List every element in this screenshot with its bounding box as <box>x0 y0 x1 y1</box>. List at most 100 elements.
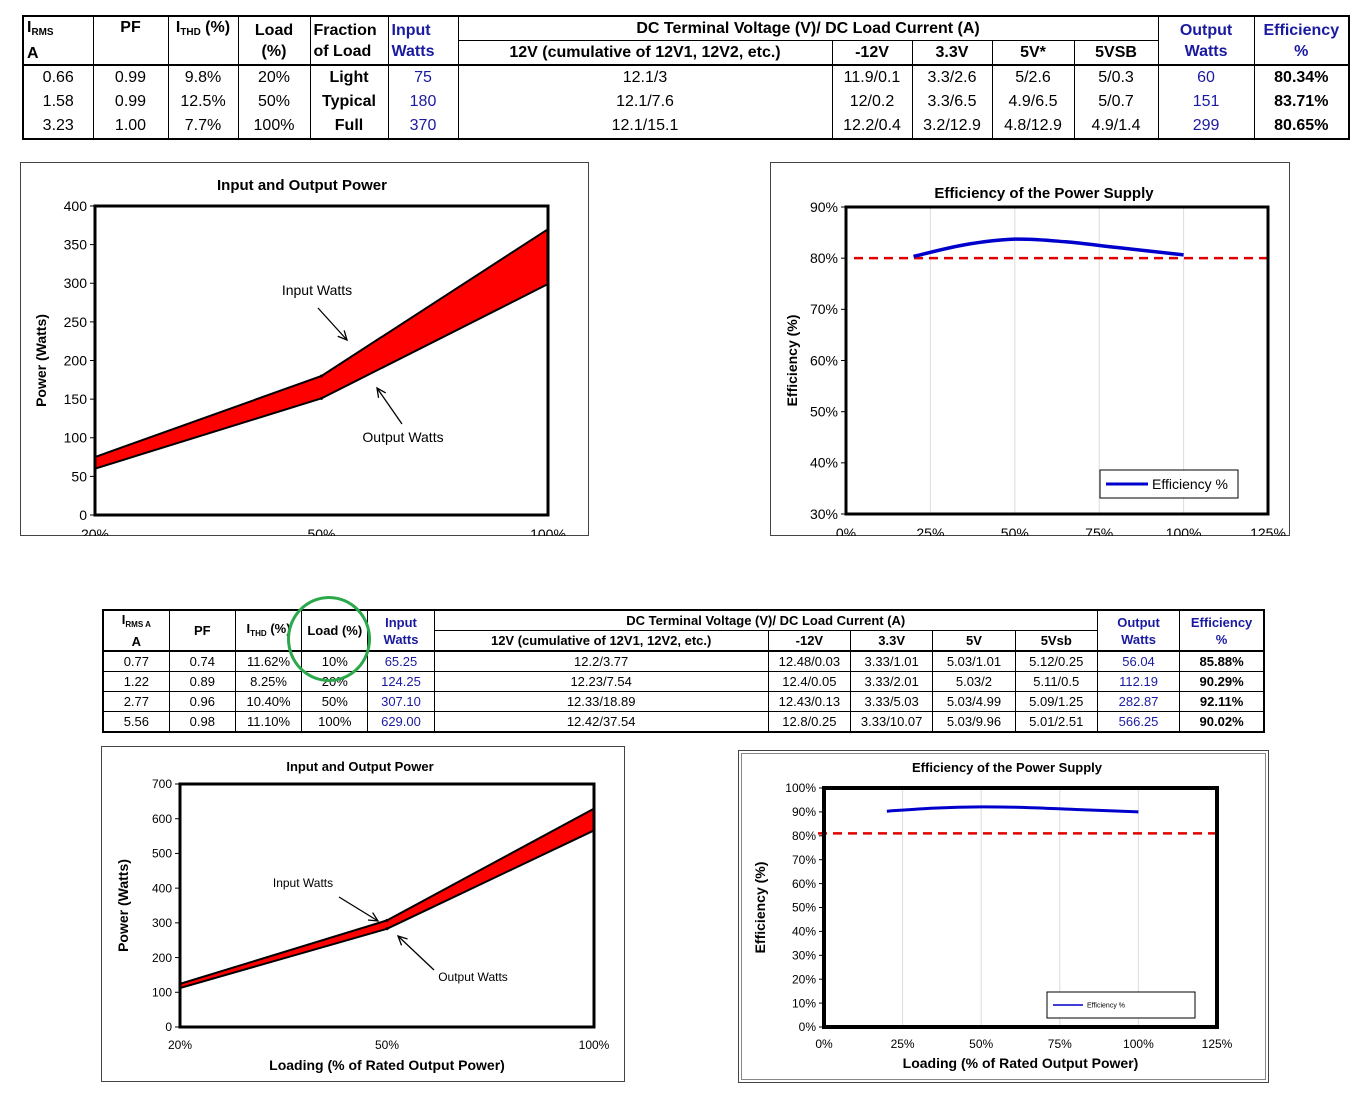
table-row: 0.66 0.99 9.8% 20% Light 75 12.1/3 11.9/… <box>22 64 1350 90</box>
fraction-cell: Typical <box>309 90 389 114</box>
pf-header: PF <box>92 15 169 66</box>
chart-frame <box>738 750 1269 1083</box>
v5-cell: 5.03/2 <box>932 671 1016 692</box>
x-tick-label: 0% <box>815 1037 833 1051</box>
vm12-cell: 12.43/0.13 <box>767 691 852 712</box>
dc-group-header: DC Terminal Voltage (V)/ DC Load Current… <box>433 609 1098 631</box>
v12-header: 12V (cumulative of 12V1, 12V2, etc.) <box>457 40 833 66</box>
vm12-header: -12V <box>831 40 913 66</box>
y-tick-label: 300 <box>152 916 172 930</box>
load-cell: 50% <box>237 90 311 114</box>
x-tick-label: 50% <box>375 1038 399 1052</box>
v5sb-cell: 5.11/0.5 <box>1014 671 1098 692</box>
dc-group-header: DC Terminal Voltage (V)/ DC Load Current… <box>457 15 1159 41</box>
y-tick-label: 700 <box>152 777 172 791</box>
fraction-header: Fraction of Load <box>309 15 389 66</box>
x-tick-label: 100% <box>1166 525 1202 536</box>
output-watts-arrow <box>397 935 435 971</box>
v33-cell: 3.33/2.01 <box>850 671 934 692</box>
x-axis-label: Loading (% of Rated Output Power) <box>903 1055 1139 1071</box>
bottom-efficiency-chart: Efficiency of the Power Supply 0% 25% 50% 75… <box>738 750 1269 1083</box>
efficiency-cell: 90.29% <box>1179 671 1265 692</box>
output-watts-header: Output Watts <box>1157 15 1255 66</box>
output-cell: 56.04 <box>1096 650 1181 672</box>
chart-frame <box>20 162 589 536</box>
efficiency-cell: 85.88% <box>1179 650 1265 672</box>
input-watts-annotation: Input Watts <box>273 876 333 890</box>
v5-cell: 5.03/4.99 <box>932 691 1016 712</box>
v5-cell: 5.03/9.96 <box>932 711 1016 733</box>
ithd-cell: 8.25% <box>234 671 303 692</box>
v5-cell: 4.9/6.5 <box>991 90 1075 114</box>
irms-header: IRMS A <box>22 15 94 66</box>
vm12-header: -12V <box>767 630 852 652</box>
v12-cell: 12.2/3.77 <box>433 650 769 672</box>
output-watts-point <box>385 927 389 931</box>
y-tick-label: 400 <box>152 881 172 895</box>
y-axis-label: Efficiency (%) <box>752 862 768 954</box>
ithd-cell: 12.5% <box>167 90 239 114</box>
chart-title: Efficiency of the Power Supply <box>934 185 1154 202</box>
x-tick-label: 125% <box>1250 525 1286 536</box>
ithd-cell: 9.8% <box>167 64 239 90</box>
power-band-area <box>95 229 548 469</box>
chart-title: Input and Output Power <box>217 177 387 194</box>
vm12-cell: 12.8/0.25 <box>767 711 852 733</box>
y-tick-label: 100% <box>785 781 816 795</box>
input-cell: 370 <box>387 114 459 139</box>
v12-cell: 12.1/3 <box>457 64 833 90</box>
output-cell: 60 <box>1157 64 1255 90</box>
irms-cell: 3.23 <box>22 114 94 139</box>
y-tick-label: 0% <box>799 1020 817 1034</box>
v33-cell: 3.33/10.07 <box>850 711 934 733</box>
y-tick-label: 250 <box>64 314 88 330</box>
y-tick-label: 40% <box>792 925 816 939</box>
v5-header: 5V* <box>991 40 1075 66</box>
bottom-power-chart: Input and Output Power 0 100 200 300 400 500 60… <box>101 746 625 1082</box>
plot-area <box>844 205 1270 516</box>
efficiency-cell: 83.71% <box>1253 90 1350 114</box>
y-tick-label: 80% <box>792 829 816 843</box>
v5sb-cell: 5.12/0.25 <box>1014 650 1098 672</box>
v12-cell: 12.1/7.6 <box>457 90 833 114</box>
y-tick-label: 0 <box>79 507 87 523</box>
input-cell: 307.10 <box>367 691 435 712</box>
y-tick-label: 10% <box>792 996 816 1010</box>
efficiency-cell: 92.11% <box>1179 691 1265 712</box>
irms-cell: 0.77 <box>102 650 170 672</box>
input-watts-arrow <box>317 307 348 341</box>
x-tick-label: 100% <box>530 526 566 536</box>
input-watts-annotation: Input Watts <box>282 282 352 298</box>
efficiency-header: Efficiency% <box>1179 609 1265 652</box>
x-tick-label: 100% <box>1123 1037 1154 1051</box>
y-tick-label: 20% <box>792 972 816 986</box>
efficiency-line <box>886 805 1139 814</box>
x-tick-label: 20% <box>168 1038 192 1052</box>
x-tick-label: 75% <box>1048 1037 1072 1051</box>
legend-label: Efficiency % <box>1152 476 1228 492</box>
y-tick-label: 30% <box>810 506 838 522</box>
x-axis-label: Loading (% of Rated Output Power) <box>269 1057 505 1073</box>
pf-cell: 0.96 <box>168 691 236 712</box>
v12-cell: 12.42/37.54 <box>433 711 769 733</box>
v5sb-cell: 5.01/2.51 <box>1014 711 1098 733</box>
ithd-header: ITHD (%) <box>167 15 239 66</box>
plot-area <box>178 782 596 1029</box>
v12-cell: 12.33/18.89 <box>433 691 769 712</box>
top-efficiency-table: IRMS A PF ITHD (%) Load (%) Fraction of Loa… <box>22 15 1351 140</box>
load-cell: 20% <box>237 64 311 90</box>
load-cell: 100% <box>301 711 369 733</box>
y-tick-label: 50% <box>810 404 838 420</box>
vm12-cell: 12/0.2 <box>831 90 913 114</box>
irms-cell: 5.56 <box>102 711 170 733</box>
fraction-cell: Full <box>309 114 389 139</box>
v33-cell: 3.3/6.5 <box>911 90 993 114</box>
ithd-cell: 7.7% <box>167 114 239 139</box>
pf-cell: 0.99 <box>92 90 169 114</box>
v5sb-cell: 5.09/1.25 <box>1014 691 1098 712</box>
y-tick-label: 300 <box>64 275 88 291</box>
y-tick-label: 60% <box>810 352 838 368</box>
vm12-cell: 12.2/0.4 <box>831 114 913 139</box>
output-watts-header: Output Watts <box>1096 609 1181 652</box>
efficiency-header: Efficiency% <box>1253 15 1350 66</box>
